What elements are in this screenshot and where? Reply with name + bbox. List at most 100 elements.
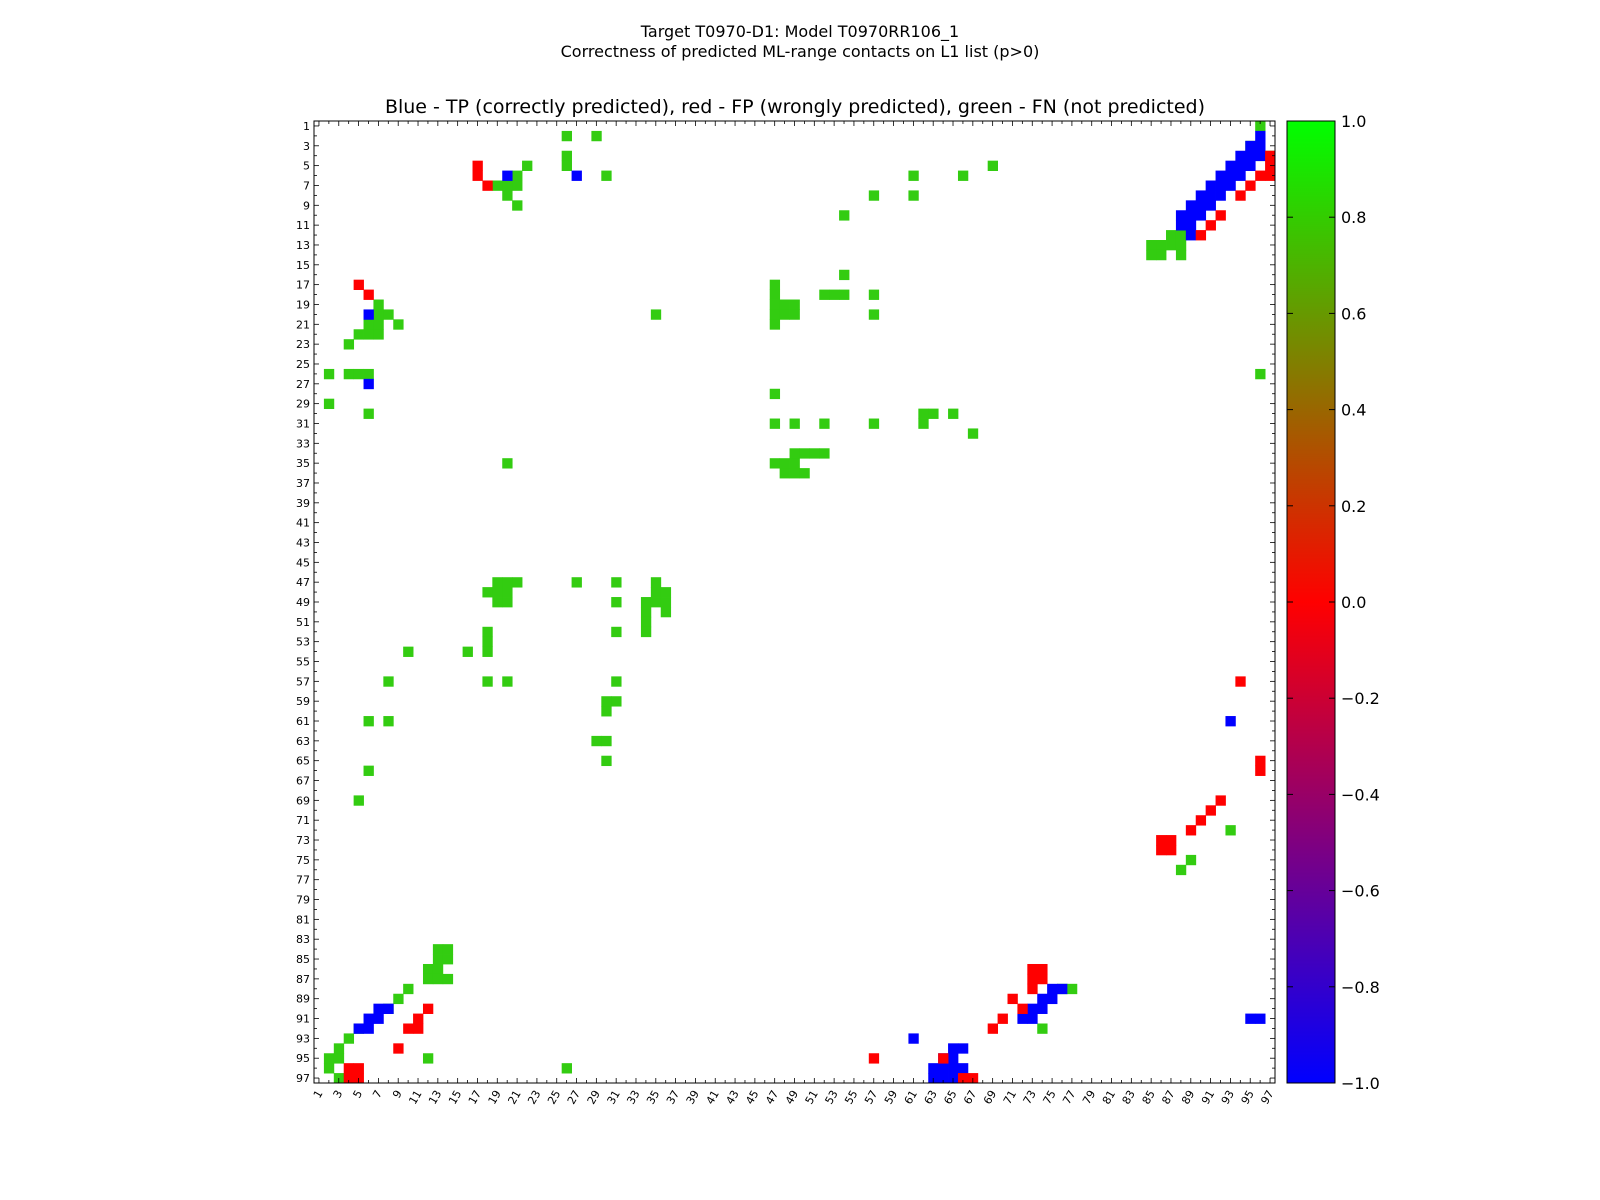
colorbar-tick-label: 0.6 bbox=[1341, 304, 1366, 323]
y-tick-label: 33 bbox=[296, 437, 310, 450]
cell-tp bbox=[502, 170, 513, 181]
cell-fp bbox=[1235, 190, 1246, 201]
cell-fn bbox=[779, 468, 790, 479]
y-tick-label: 69 bbox=[296, 794, 310, 807]
cell-fn bbox=[502, 190, 513, 201]
cell-tp bbox=[1047, 983, 1058, 995]
x-tick-label: 27 bbox=[565, 1088, 583, 1107]
cell-fn bbox=[769, 279, 781, 290]
cell-tp bbox=[1205, 200, 1216, 211]
cell-fp bbox=[1027, 973, 1038, 985]
cell-fn bbox=[502, 180, 513, 191]
cell-fp bbox=[393, 1043, 404, 1054]
cell-fn bbox=[383, 309, 394, 320]
y-tick-label: 85 bbox=[296, 953, 310, 966]
y-tick-label: 45 bbox=[296, 556, 310, 569]
y-tick-label: 29 bbox=[296, 398, 310, 411]
x-tick-label: 5 bbox=[350, 1088, 365, 1101]
y-tick-label: 7 bbox=[303, 180, 310, 193]
x-tick-label: 69 bbox=[981, 1088, 999, 1107]
cell-fn bbox=[373, 299, 384, 310]
cell-fn bbox=[779, 309, 790, 320]
cell-fn bbox=[868, 289, 880, 300]
cell-fp bbox=[1205, 220, 1216, 231]
cell-fn bbox=[1175, 240, 1187, 251]
cell-fn bbox=[967, 428, 979, 439]
y-tick-label: 21 bbox=[296, 318, 310, 331]
cell-fn bbox=[482, 626, 493, 638]
cell-tp bbox=[363, 1023, 374, 1034]
cell-tp bbox=[1235, 170, 1246, 181]
y-tick-label: 11 bbox=[296, 219, 310, 232]
cell-fp bbox=[403, 1023, 414, 1034]
y-tick-label: 39 bbox=[296, 497, 310, 510]
cell-fn bbox=[789, 418, 800, 429]
y-tick-label: 35 bbox=[296, 457, 310, 470]
cell-fn bbox=[462, 646, 473, 657]
cell-fp bbox=[1156, 844, 1167, 856]
cell-fp bbox=[1205, 805, 1216, 816]
cell-fn bbox=[1037, 1023, 1048, 1034]
cell-fp bbox=[422, 1003, 434, 1014]
y-tick-label: 97 bbox=[296, 1072, 310, 1085]
colorbar-tick-label: 0.4 bbox=[1341, 401, 1366, 420]
x-tick-label: 11 bbox=[406, 1088, 424, 1107]
cell-fn bbox=[561, 160, 572, 171]
cell-fn bbox=[908, 190, 919, 201]
cell-fn bbox=[928, 408, 939, 419]
cell-fn bbox=[353, 368, 364, 380]
cell-fn bbox=[769, 289, 781, 300]
colorbar-tick-label: −1.0 bbox=[1341, 1074, 1380, 1093]
cell-fn bbox=[1156, 249, 1167, 261]
y-tick-label: 83 bbox=[296, 933, 310, 946]
x-tick-label: 59 bbox=[882, 1088, 900, 1107]
cell-fn bbox=[442, 944, 454, 955]
x-tick-label: 85 bbox=[1140, 1088, 1158, 1107]
x-tick-label: 41 bbox=[704, 1088, 722, 1107]
cell-fn bbox=[601, 706, 612, 717]
cell-fn bbox=[363, 319, 374, 330]
y-tick-label: 51 bbox=[296, 616, 310, 629]
cell-fn bbox=[611, 696, 622, 707]
cell-fn bbox=[422, 1053, 434, 1064]
chart-title-line-1: Target T0970-D1: Model T0970RR106_1 bbox=[640, 22, 960, 41]
cell-fn bbox=[363, 368, 374, 380]
x-tick-label: 75 bbox=[1040, 1088, 1058, 1107]
y-tick-label: 19 bbox=[296, 299, 310, 312]
y-tick-label: 71 bbox=[296, 814, 310, 827]
cell-tp bbox=[1215, 190, 1226, 201]
cell-fn bbox=[650, 587, 662, 598]
cell-fp bbox=[1166, 844, 1177, 856]
cell-fn bbox=[769, 458, 781, 469]
cell-tp bbox=[1057, 983, 1068, 995]
cell-fn bbox=[432, 954, 444, 965]
cell-fn bbox=[640, 606, 652, 618]
cell-fn bbox=[442, 973, 454, 985]
y-tick-label: 75 bbox=[296, 854, 310, 867]
cell-fn bbox=[343, 339, 355, 350]
cell-fn bbox=[868, 418, 880, 429]
cell-tp bbox=[1037, 1003, 1048, 1014]
y-tick-label: 3 bbox=[303, 140, 310, 153]
x-tick-label: 53 bbox=[822, 1088, 840, 1107]
x-tick-label: 65 bbox=[941, 1088, 959, 1107]
cell-fn bbox=[1066, 983, 1078, 995]
cell-fp bbox=[343, 1073, 355, 1084]
cell-fn bbox=[502, 577, 513, 588]
x-tick-label: 37 bbox=[664, 1088, 682, 1107]
colorbar-tick-label: −0.8 bbox=[1341, 978, 1380, 997]
cell-fp bbox=[997, 1013, 1008, 1024]
x-tick-label: 91 bbox=[1199, 1088, 1217, 1107]
contact-cells bbox=[323, 121, 1276, 1084]
x-tick-label: 1 bbox=[311, 1088, 326, 1101]
cell-fn bbox=[1175, 864, 1187, 876]
cell-tp bbox=[1047, 993, 1058, 1005]
cell-fn bbox=[403, 646, 414, 657]
cell-fn bbox=[839, 269, 850, 281]
cell-tp bbox=[363, 378, 374, 390]
cell-fn bbox=[799, 468, 810, 479]
y-tick-label: 31 bbox=[296, 418, 310, 431]
cell-fn bbox=[650, 309, 662, 320]
cell-tp bbox=[353, 1023, 364, 1034]
